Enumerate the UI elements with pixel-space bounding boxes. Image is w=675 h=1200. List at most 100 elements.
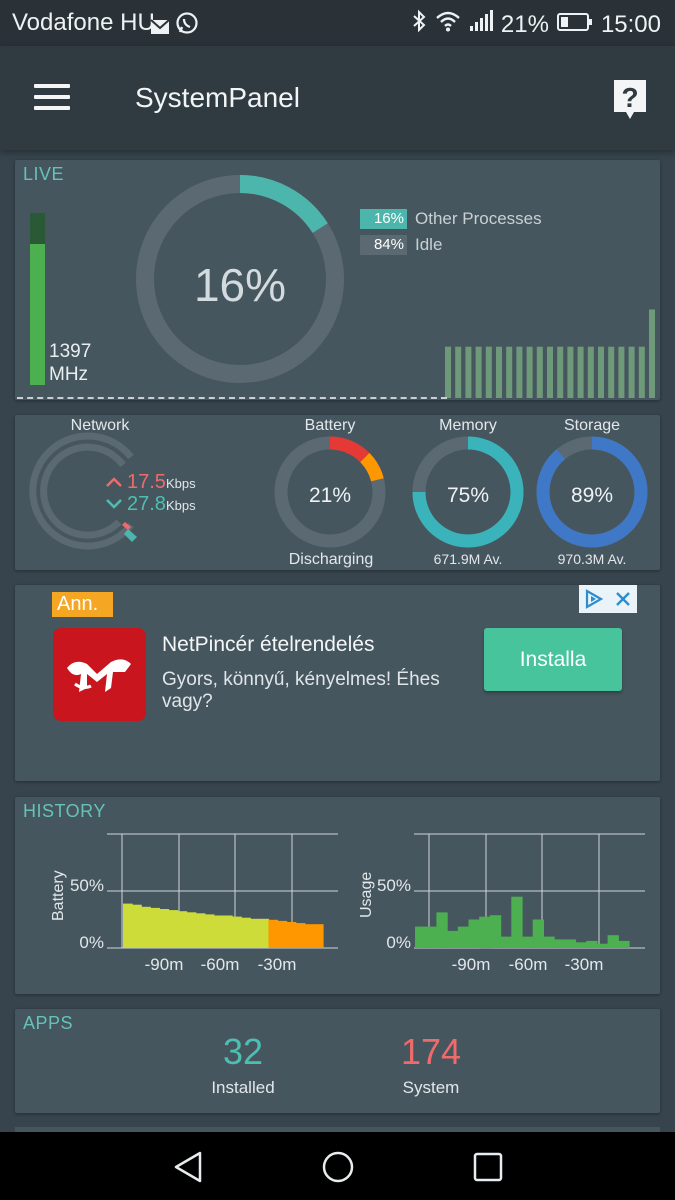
app-bar: SystemPanel ?: [0, 46, 675, 150]
battery-history-bar: [259, 918, 270, 948]
close-ad-icon[interactable]: [608, 585, 637, 613]
battery-history-bar: [277, 920, 288, 948]
battery-xtick-90m: -90m: [145, 955, 184, 974]
battery-history-bar: [186, 912, 197, 948]
clock: 15:00: [600, 10, 661, 38]
usage-history-bar: [543, 936, 555, 948]
battery-history-bar: [132, 904, 142, 948]
usage-history-bar: [425, 926, 437, 948]
cpu-history-bar: [475, 346, 482, 398]
battery-xtick-30m: -30m: [258, 955, 297, 974]
usage-history-bar: [618, 940, 630, 948]
usage-history-bar: [607, 935, 619, 948]
usage-xtick-30m: -30m: [565, 955, 604, 974]
home-icon[interactable]: [320, 1149, 356, 1185]
cpu-gauge-arc: [239, 175, 328, 234]
download-value: 27.8: [127, 493, 166, 515]
svg-text:?: ?: [621, 82, 638, 113]
battery-history-bar: [250, 918, 260, 948]
hamburger-menu-icon[interactable]: [34, 84, 70, 112]
cpu-frequency-bar-fill: [30, 243, 45, 385]
cpu-history-bar: [547, 346, 553, 398]
upload-arrow-icon: [105, 471, 123, 494]
ad-card[interactable]: Ann. NetPincér ételrendelés Gyors, könny…: [15, 585, 660, 781]
cpu-history-bar: [598, 346, 604, 398]
ad-title[interactable]: NetPincér ételrendelés: [162, 633, 375, 656]
upload-unit: Kbps: [165, 476, 196, 491]
usage-history-bar: [489, 915, 502, 948]
usage-bars: [415, 896, 630, 949]
legend-label-idle: Idle: [415, 235, 443, 254]
cpu-history-bar: [557, 346, 564, 398]
system-apps-count[interactable]: 174: [400, 1031, 462, 1072]
cpu-history-bar: [608, 346, 615, 398]
recents-icon[interactable]: [470, 1149, 506, 1185]
battery-history-bar: [223, 915, 233, 948]
download-arrow-icon: [105, 493, 123, 516]
usage-xtick-60m: -60m: [509, 955, 548, 974]
usage-history-bar: [532, 919, 544, 948]
cpu-usage-percent: 16%: [193, 259, 287, 311]
storage-label: Storage: [563, 417, 621, 434]
cpu-frequency-readout: 1397 MHz: [49, 340, 91, 386]
history-card[interactable]: HISTORY Battery 50% 0% -90m -60m -30m Us…: [15, 797, 660, 994]
usage-history-bar: [511, 896, 523, 948]
back-icon[interactable]: [170, 1149, 206, 1185]
usage-history-bar: [479, 916, 491, 949]
battery-history-bar: [313, 924, 324, 948]
battery-history-bar: [268, 919, 279, 948]
storage-ring-arc: [536, 436, 648, 548]
cpu-legend: 16% Other Processes 84% Idle: [360, 206, 542, 258]
cpu-history-bar: [526, 346, 533, 398]
app-title: SystemPanel: [135, 82, 300, 113]
battery-history-bar: [295, 923, 306, 948]
cpu-history-bar: [587, 346, 594, 398]
usage-history-chart: Usage 50% 0% -90m -60m -30m: [358, 833, 645, 974]
cpu-history-bar: [516, 346, 523, 398]
legend-value-other-processes: 16%: [360, 209, 407, 229]
battery-status: Discharging: [288, 551, 374, 568]
cpu-frequency-value: 1397: [49, 341, 92, 362]
battery-history-bar: [123, 903, 133, 948]
navigation-bar: [0, 1132, 675, 1200]
usage-history-bar: [468, 919, 480, 948]
ad-choices: [579, 585, 637, 613]
cpu-history-bar: [649, 309, 655, 398]
status-bar: Vodafone HU 21% 15:00: [0, 0, 675, 46]
battery-ytick-50: 50%: [70, 876, 104, 895]
ad-app-logo[interactable]: [53, 628, 146, 721]
cpu-frequency-unit: MHz: [49, 364, 89, 385]
usage-xtick-90m: -90m: [452, 955, 491, 974]
installed-apps-label: Installed: [211, 1078, 275, 1097]
memory-label: Memory: [439, 417, 497, 434]
live-card[interactable]: LIVE 1397 MHz 16% 16% Other Processes 84…: [15, 160, 660, 400]
storage-ring: [536, 436, 648, 548]
mail-icon: [150, 14, 170, 42]
install-button[interactable]: Installa: [484, 628, 622, 691]
wifi-icon: [435, 10, 461, 39]
download-unit: Kbps: [165, 498, 196, 513]
cpu-history-bar: [638, 346, 645, 398]
system-apps-label: System: [402, 1078, 460, 1097]
usage-history-bar: [586, 940, 598, 948]
network-gauge: [29, 432, 137, 550]
stats-card[interactable]: Network 17.5Kbps 27.8Kbps Battery 21% Di…: [15, 415, 660, 570]
battery-ring-arc-red: [329, 436, 370, 463]
cpu-history-bar: [618, 346, 625, 398]
usage-history-bar: [522, 936, 534, 948]
apps-card[interactable]: APPS 32 Installed 174 System: [15, 1009, 660, 1113]
battery-bars: [123, 903, 324, 948]
installed-apps-count[interactable]: 32: [222, 1031, 264, 1072]
memory-ring: [412, 436, 524, 548]
bluetooth-icon: [411, 9, 427, 40]
cpu-history-bar: [496, 346, 502, 398]
upload-value: 17.5: [127, 471, 166, 493]
network-download: 27.8Kbps: [105, 493, 196, 516]
signal-icon: [469, 10, 493, 39]
adchoices-icon[interactable]: [579, 585, 608, 613]
legend-item-idle: 84% Idle: [360, 232, 542, 258]
help-icon[interactable]: ?: [612, 78, 648, 122]
memory-percent-value: 75%: [446, 484, 490, 507]
battery-history-bar: [213, 915, 224, 948]
legend-item-other-processes: 16% Other Processes: [360, 206, 542, 232]
